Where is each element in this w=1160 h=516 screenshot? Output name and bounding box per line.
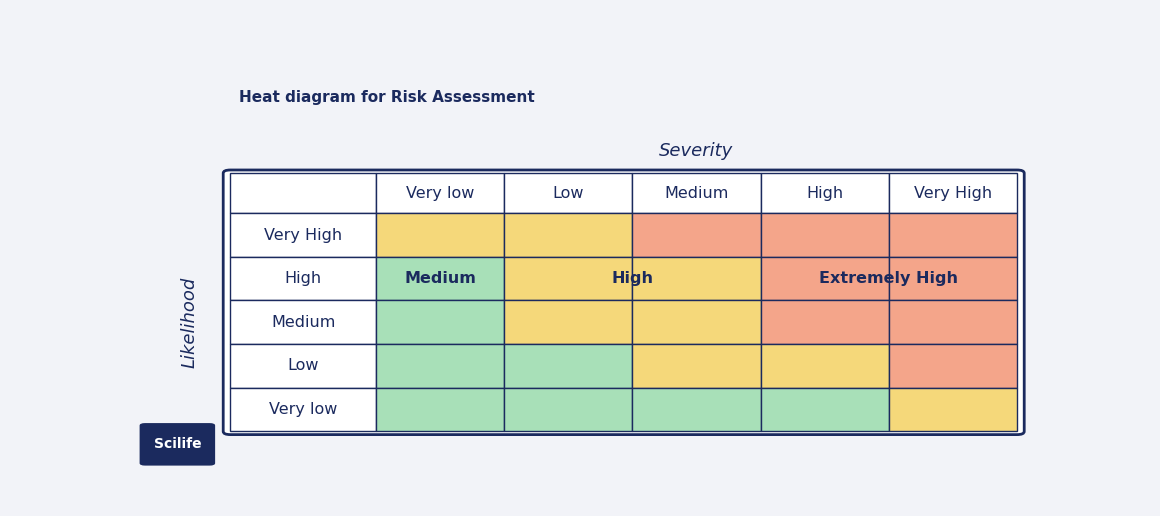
- FancyBboxPatch shape: [223, 170, 1024, 434]
- Bar: [632, 173, 761, 213]
- Bar: [632, 344, 761, 388]
- Bar: [505, 300, 632, 344]
- Bar: [889, 213, 1017, 257]
- Bar: [505, 344, 632, 388]
- Bar: [889, 173, 1017, 213]
- Bar: [761, 344, 889, 388]
- Bar: [376, 173, 505, 213]
- Bar: [889, 388, 1017, 431]
- Bar: [376, 344, 505, 388]
- Text: Scilife: Scilife: [153, 437, 201, 451]
- Text: Medium: Medium: [271, 315, 335, 330]
- Text: Severity: Severity: [659, 142, 733, 160]
- Bar: [632, 300, 761, 344]
- Bar: [761, 173, 889, 213]
- Bar: [231, 388, 376, 431]
- FancyBboxPatch shape: [139, 423, 215, 465]
- Bar: [632, 257, 761, 300]
- Bar: [231, 344, 376, 388]
- Text: Medium: Medium: [404, 271, 476, 286]
- Text: Medium: Medium: [665, 186, 728, 201]
- Text: Heat diagram for Risk Assessment: Heat diagram for Risk Assessment: [239, 90, 535, 105]
- Text: Extremely High: Extremely High: [819, 271, 958, 286]
- Text: High: High: [806, 186, 843, 201]
- Bar: [889, 257, 1017, 300]
- Bar: [376, 300, 505, 344]
- Bar: [505, 213, 632, 257]
- Text: Likelihood: Likelihood: [181, 277, 200, 368]
- Text: High: High: [284, 271, 321, 286]
- Bar: [505, 257, 632, 300]
- Text: Low: Low: [552, 186, 583, 201]
- Bar: [231, 257, 376, 300]
- Text: Low: Low: [288, 359, 319, 374]
- Text: Very low: Very low: [269, 402, 338, 417]
- Bar: [376, 388, 505, 431]
- Bar: [231, 300, 376, 344]
- Bar: [761, 300, 889, 344]
- Bar: [632, 388, 761, 431]
- Bar: [889, 300, 1017, 344]
- Text: Very High: Very High: [914, 186, 992, 201]
- Text: Very low: Very low: [406, 186, 474, 201]
- Bar: [761, 388, 889, 431]
- Bar: [376, 213, 505, 257]
- Bar: [761, 257, 889, 300]
- Bar: [889, 344, 1017, 388]
- Bar: [761, 213, 889, 257]
- Bar: [632, 213, 761, 257]
- Bar: [231, 173, 376, 213]
- Bar: [505, 173, 632, 213]
- Bar: [231, 213, 376, 257]
- Text: High: High: [611, 271, 653, 286]
- Bar: [505, 388, 632, 431]
- Bar: [376, 257, 505, 300]
- Text: Very High: Very High: [264, 228, 342, 243]
